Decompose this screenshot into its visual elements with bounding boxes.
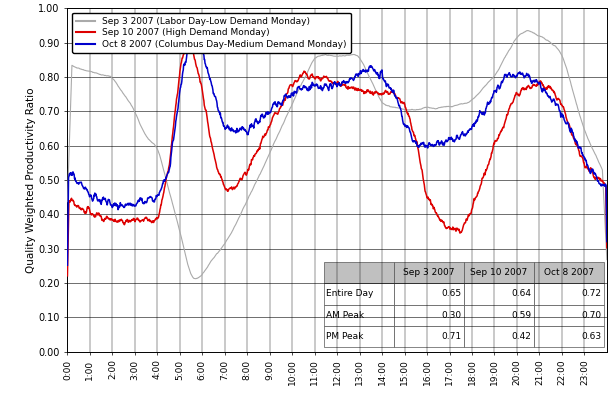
Y-axis label: Quality Weighted Productivity Ratio: Quality Weighted Productivity Ratio bbox=[26, 87, 36, 273]
Legend: Sep 3 2007 (Labor Day-Low Demand Monday), Sep 10 2007 (High Demand Monday), Oct : Sep 3 2007 (Labor Day-Low Demand Monday)… bbox=[72, 13, 351, 53]
